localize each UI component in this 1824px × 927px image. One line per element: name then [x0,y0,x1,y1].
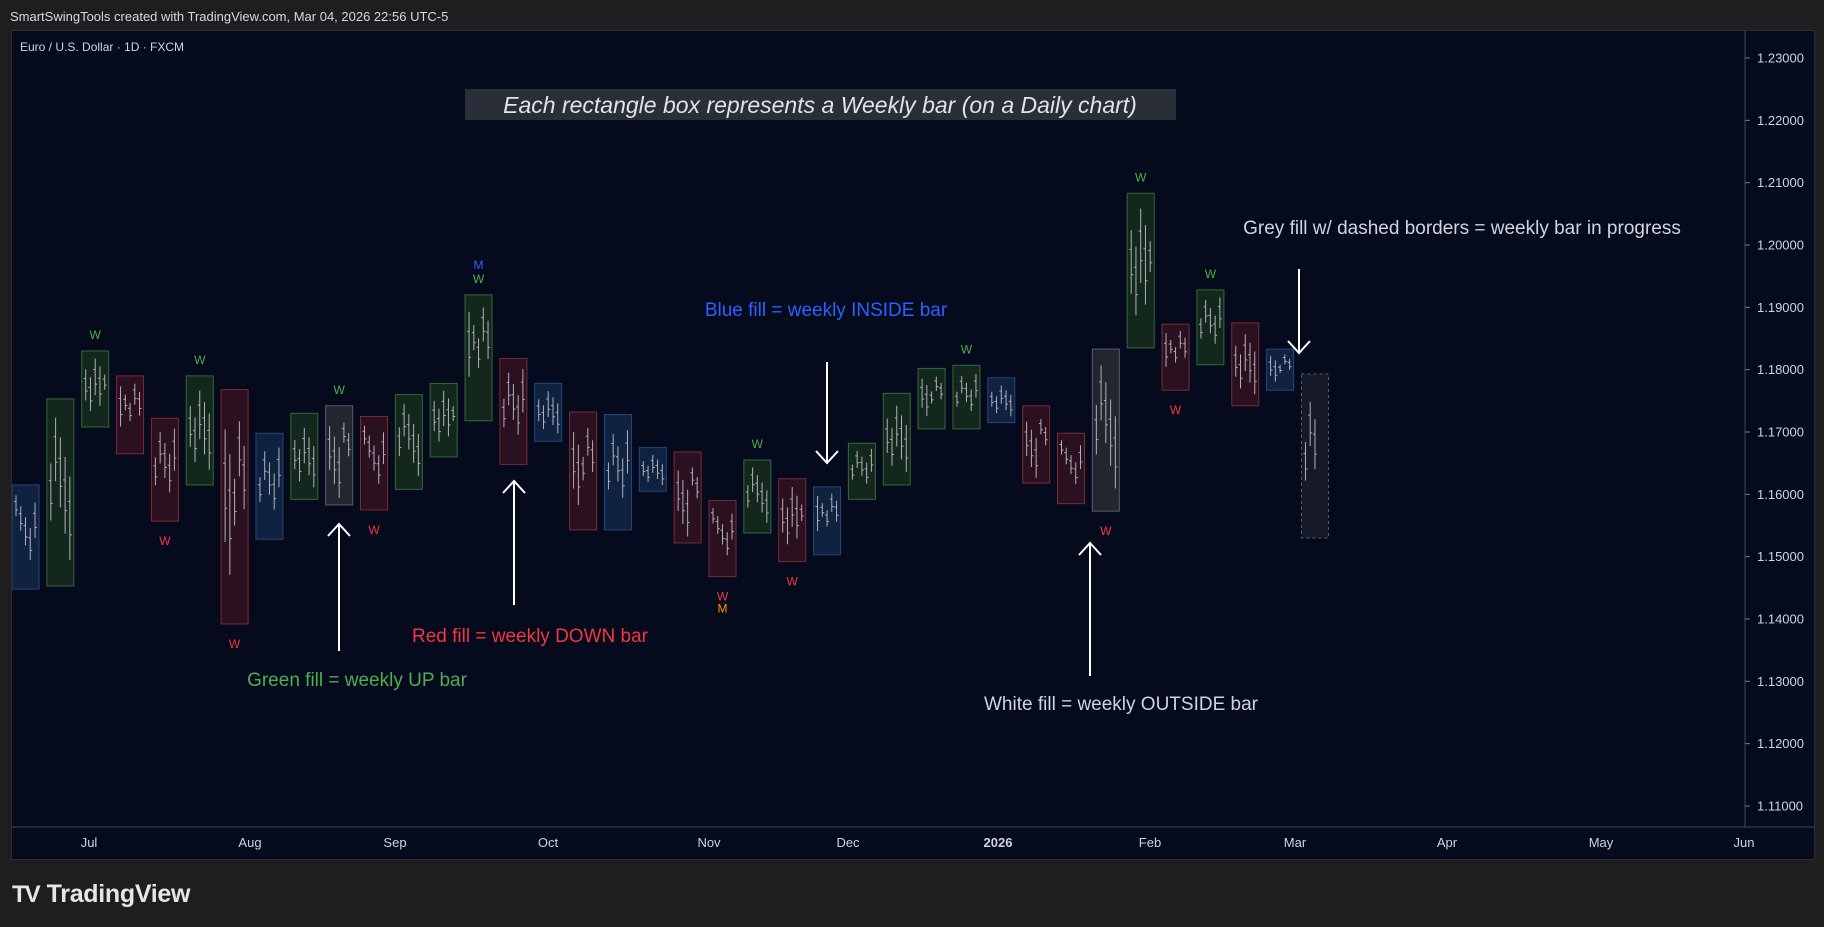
swing-label: W [717,590,729,604]
annotation-arrowhead [1078,541,1102,556]
swing-label: W [229,637,241,651]
time-tick-label: Mar [1284,835,1307,850]
swing-label: W [368,523,380,537]
price-tick-label: 1.15000 [1757,549,1804,564]
price-tick-label: 1.22000 [1757,113,1804,128]
time-tick-label: 2026 [984,835,1013,850]
time-tick-label: Sep [383,835,406,850]
swing-label: W [333,383,345,397]
annotation-arrowhead [327,522,351,537]
time-tick-label: Jun [1734,835,1755,850]
annotation-label: Blue fill = weekly INSIDE bar [705,300,948,321]
time-tick-label: Nov [697,835,721,850]
tradingview-logo[interactable]: TV TradingView [12,880,190,909]
time-tick-label: Oct [538,835,559,850]
swing-label: W [1135,170,1147,184]
swing-label: W [752,437,764,451]
swing-label: W [90,328,102,342]
attribution-text: SmartSwingTools created with TradingView… [10,9,449,24]
price-tick-label: 1.14000 [1757,612,1804,627]
title-box [465,89,1176,120]
time-tick-label: Dec [836,835,860,850]
time-tick-label: Jul [81,835,98,850]
time-tick-label: Feb [1139,835,1161,850]
price-tick-label: 1.11000 [1757,799,1803,814]
time-tick-label: Aug [238,835,261,850]
annotation-label: Green fill = weekly UP bar [247,670,467,691]
symbol-legend[interactable]: Euro / U.S. Dollar · 1D · FXCM [20,40,185,54]
tradingview-logo-icon: TV [12,880,41,908]
swing-label: W [961,342,973,356]
chart-pane[interactable]: 1.23000 1.22000 1.21000 1.20000 1.19000 1.180… [11,30,1815,860]
annotation-label: Red fill = weekly DOWN bar [412,626,649,647]
swing-label: W [1100,524,1112,538]
price-tick-label: 1.16000 [1757,487,1804,502]
swing-label: W [159,534,171,548]
price-tick-label: 1.20000 [1757,238,1804,253]
price-tick-label: 1.21000 [1757,175,1804,190]
swing-label: W [1205,267,1217,281]
price-tick-label: 1.23000 [1757,51,1804,66]
time-tick-label: Apr [1437,835,1458,850]
price-tick-label: 1.12000 [1757,736,1804,751]
swing-label: M [718,602,728,616]
chart-title: Each rectangle box represents a Weekly b… [503,92,1137,118]
time-tick-label: May [1589,835,1614,850]
annotation-arrowhead [1287,340,1311,355]
tradingview-logo-text: TradingView [46,880,191,908]
swing-label: W [473,272,485,286]
swing-label: W [787,575,799,589]
price-tick-label: 1.18000 [1757,362,1804,377]
annotation-label: White fill = weekly OUTSIDE bar [984,694,1259,715]
price-tick-label: 1.13000 [1757,674,1804,689]
price-tick-label: 1.17000 [1757,425,1804,440]
price-tick-label: 1.19000 [1757,300,1804,315]
swing-label: M [474,258,484,272]
annotation-label: Grey fill w/ dashed borders = weekly bar… [1243,218,1681,239]
swing-label: W [1170,403,1182,417]
annotation-arrowhead [502,479,526,494]
swing-label: W [194,353,206,367]
weekly-bars-chart[interactable]: 1.23000 1.22000 1.21000 1.20000 1.19000 1.180… [12,31,1814,859]
annotation-arrowhead [815,450,839,465]
